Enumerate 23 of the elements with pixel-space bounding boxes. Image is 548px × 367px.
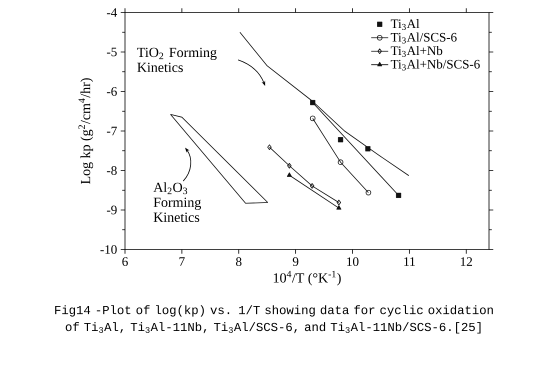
x-tick-label: 12 [460, 257, 472, 266]
legend-label: Ti$_{3}$Al [390, 19, 420, 30]
x-tick-label: 9 [292, 257, 298, 266]
y-tick-label: -7 [106, 126, 117, 136]
annotation: Al$_{2}$O$_{3}$ Forming Kinetics [153, 182, 202, 222]
annotation: TiO$_{2}$ Forming Kinetics [137, 48, 217, 72]
y-tick-label: -8 [106, 166, 117, 175]
y-tick-label: -10 [100, 245, 117, 254]
x-tick-label: 11 [404, 257, 415, 266]
x-tick-label: 10 [347, 257, 358, 266]
x-tick-label: 6 [122, 257, 128, 266]
y-tick-label: -4 [106, 8, 118, 17]
legend-label: Ti$_{3}$Al/SCS-6 [390, 32, 457, 44]
y-axis-title: Log kp (g$^{2}$/cm$^{4}$/hr) [78, 78, 94, 184]
x-axis-title: 10$^{4}$/T (°K$^{-1}$) [274, 270, 341, 286]
y-tick-label: -6 [106, 87, 117, 96]
legend-label: Ti$_{3}$Al+Nb [390, 46, 442, 57]
y-tick-label: -9 [106, 206, 117, 214]
text: Fig14 -Plot of log(kp) vs. 1/T showing data for cyclic oxidation of Ti$_{3}$Al, Ti$_{3}$Al-11Nb, Ti$_{3}$Al/SCS-6, and Ti$_{3}$Al-11Nb/SCS-6.[25] [55, 305, 493, 334]
x-tick-label: 7 [179, 257, 185, 266]
legend-label: Ti$_{3}$Al+Nb/SCS-6 [390, 59, 480, 70]
y-tick-label: -5 [106, 48, 117, 56]
x-tick-label: 8 [236, 257, 242, 266]
